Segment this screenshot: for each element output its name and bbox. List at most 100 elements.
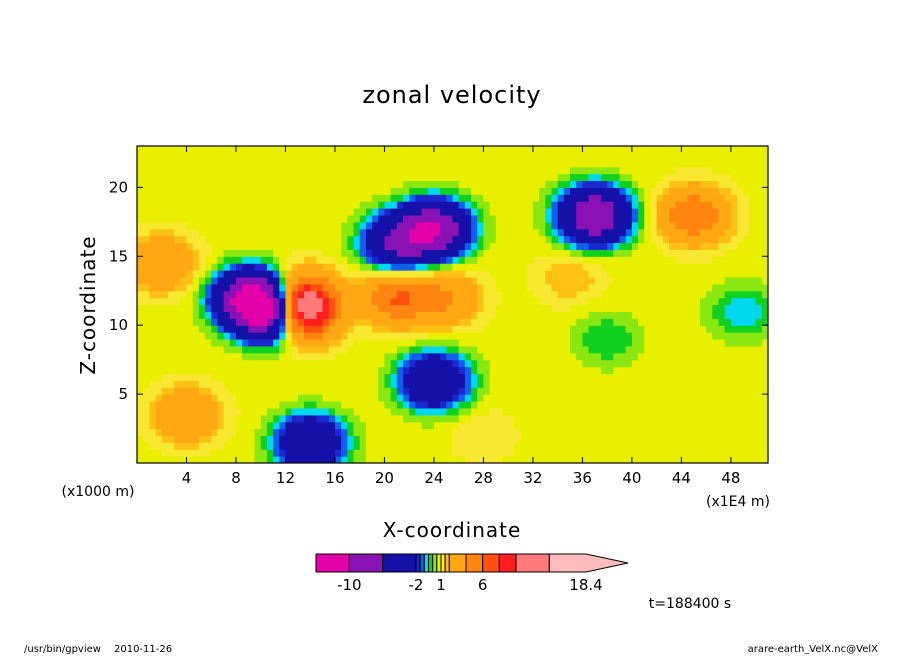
heatmap-cell: [180, 428, 188, 437]
heatmap-cell: [532, 442, 540, 450]
heatmap-cell: [681, 414, 689, 423]
colorbar-segment: [432, 553, 438, 573]
heatmap-cell: [211, 146, 219, 154]
heatmap-cell: [619, 380, 627, 388]
heatmap-cell: [421, 325, 429, 333]
heatmap-cell: [563, 345, 571, 354]
heatmap-cell: [532, 173, 540, 182]
heatmap-cell: [712, 456, 720, 463]
heatmap-cell: [167, 228, 175, 237]
heatmap-cell: [229, 311, 237, 319]
heatmap-cell: [464, 297, 472, 306]
heatmap-cell: [211, 201, 219, 209]
heatmap-cell: [378, 270, 386, 278]
heatmap-cell: [501, 449, 509, 457]
heatmap-cell: [563, 214, 571, 223]
heatmap-cell: [161, 318, 169, 326]
heatmap-cell: [520, 380, 528, 388]
heatmap-cell: [334, 359, 342, 368]
heatmap-cell: [582, 208, 590, 216]
heatmap-cell: [761, 256, 768, 264]
heatmap-cell: [409, 407, 416, 416]
heatmap-cell: [217, 387, 225, 395]
heatmap-cell: [316, 283, 324, 292]
heatmap-cell: [464, 187, 472, 195]
heatmap-cell: [242, 373, 249, 381]
heatmap-cell: [273, 152, 280, 161]
heatmap-cell: [545, 166, 553, 175]
heatmap-cell: [730, 235, 738, 244]
heatmap-cell: [421, 345, 429, 354]
heatmap-cell: [372, 366, 379, 375]
heatmap-cell: [192, 400, 200, 409]
heatmap-cell: [489, 359, 497, 368]
heatmap-cell: [198, 194, 206, 202]
heatmap-cell: [656, 194, 664, 202]
heatmap-cell: [186, 297, 194, 306]
heatmap-cell: [681, 263, 689, 271]
heatmap-cell: [421, 194, 429, 202]
heatmap-cell: [359, 214, 367, 223]
heatmap-cell: [724, 407, 732, 416]
heatmap-cell: [167, 180, 175, 188]
heatmap-cell: [167, 428, 175, 437]
heatmap-cell: [403, 414, 410, 423]
heatmap-cell: [730, 208, 738, 216]
heatmap-cell: [681, 338, 689, 347]
heatmap-cell: [452, 221, 460, 230]
heatmap-cell: [205, 228, 212, 237]
heatmap-cell: [594, 318, 602, 326]
heatmap-cell: [724, 297, 732, 306]
heatmap-cell: [433, 332, 441, 340]
heatmap-cell: [514, 366, 522, 375]
heatmap-cell: [508, 318, 515, 326]
heatmap-cell: [415, 283, 423, 292]
heatmap-cell: [365, 359, 373, 368]
heatmap-cell: [341, 345, 348, 354]
heatmap-cell: [427, 221, 435, 230]
heatmap-cell: [353, 208, 361, 216]
heatmap-cell: [217, 373, 225, 381]
heatmap-cell: [328, 256, 336, 264]
heatmap-cell: [409, 146, 416, 154]
heatmap-cell: [316, 325, 324, 333]
heatmap-cell: [638, 325, 645, 333]
heatmap-cell: [755, 173, 763, 182]
heatmap-cell: [396, 373, 404, 381]
heatmap-cell: [625, 173, 633, 182]
heatmap-cell: [625, 345, 633, 354]
heatmap-cell: [198, 359, 206, 368]
heatmap-cell: [446, 270, 454, 278]
heatmap-cell: [514, 332, 522, 340]
heatmap-cell: [718, 152, 726, 161]
heatmap-cell: [681, 270, 689, 278]
heatmap-cell: [477, 249, 485, 257]
heatmap-cell: [743, 166, 751, 175]
heatmap-cell: [631, 373, 639, 381]
heatmap-cell: [613, 242, 621, 250]
heatmap-cell: [409, 228, 416, 237]
heatmap-cell: [607, 318, 614, 326]
heatmap-cell: [539, 242, 546, 250]
heatmap-cell: [743, 256, 751, 264]
heatmap-cell: [471, 208, 478, 216]
heatmap-cell: [607, 173, 614, 182]
heatmap-cell: [483, 146, 491, 154]
heatmap-cell: [681, 208, 689, 216]
heatmap-cell: [452, 283, 460, 292]
heatmap-cell: [322, 400, 330, 409]
heatmap-cell: [235, 290, 243, 299]
heatmap-cell: [316, 208, 324, 216]
heatmap-cell: [347, 456, 355, 463]
heatmap-cell: [452, 180, 460, 188]
heatmap-cell: [440, 394, 447, 402]
heatmap-cell: [440, 442, 447, 450]
heatmap-cell: [693, 173, 701, 182]
heatmap-cell: [192, 442, 200, 450]
heatmap-cell: [235, 421, 243, 430]
heatmap-cell: [755, 407, 763, 416]
heatmap-cell: [458, 166, 466, 175]
heatmap-cell: [304, 359, 311, 368]
heatmap-cell: [681, 146, 689, 154]
heatmap-cell: [396, 442, 404, 450]
